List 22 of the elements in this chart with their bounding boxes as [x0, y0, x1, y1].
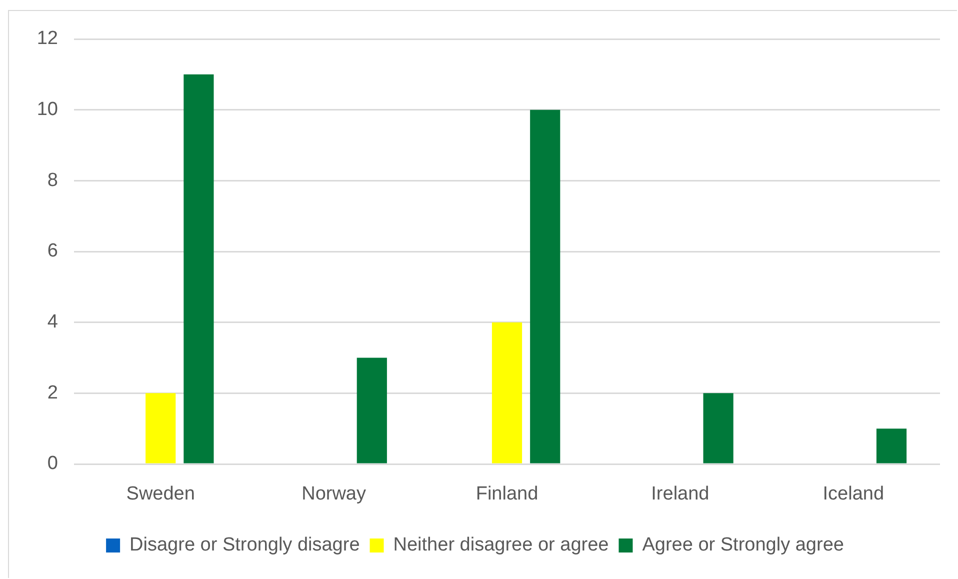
legend-label: Neither disagree or agree — [393, 534, 609, 556]
bar — [146, 393, 176, 464]
x-tick-label: Finland — [476, 484, 538, 505]
bar — [492, 322, 522, 464]
legend-label: Agree or Strongly agree — [642, 534, 844, 556]
x-tick-label: Ireland — [651, 484, 710, 505]
bar — [356, 358, 387, 464]
legend-label: Disagre or Strongly disagre — [130, 534, 360, 556]
y-tick-label: 10 — [36, 99, 58, 120]
y-tick-label: 4 — [47, 312, 58, 333]
x-tick-label: Sweden — [126, 484, 195, 505]
x-tick-label: Iceland — [822, 484, 884, 505]
bar — [184, 74, 214, 464]
y-tick-label: 6 — [47, 240, 58, 262]
bar — [876, 428, 907, 464]
y-tick-label: 8 — [47, 170, 58, 191]
x-tick-label: Norway — [302, 484, 366, 505]
y-tick-label: 2 — [47, 382, 58, 404]
bar — [530, 110, 560, 464]
y-tick-label: 0 — [47, 453, 58, 474]
bar — [703, 393, 734, 464]
y-tick-label: 12 — [36, 28, 58, 50]
